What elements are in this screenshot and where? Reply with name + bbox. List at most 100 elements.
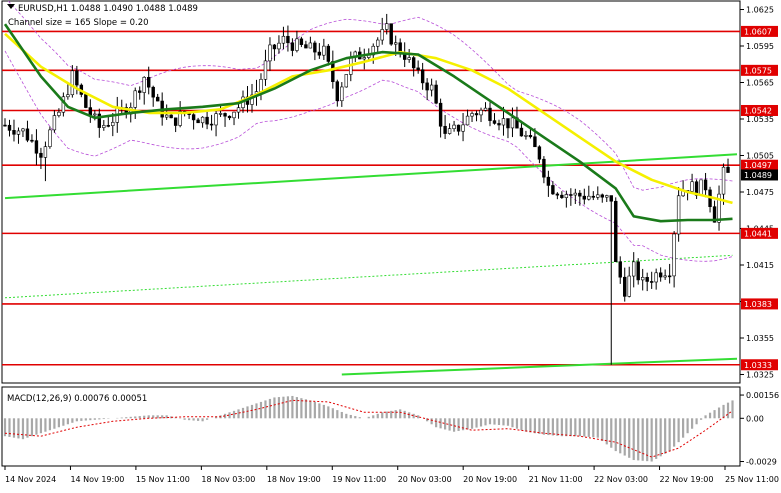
current-price-tag	[741, 169, 778, 181]
candle-body	[191, 114, 196, 121]
candle-body	[411, 57, 416, 69]
candle-body	[227, 115, 232, 119]
candle-body	[623, 276, 627, 297]
candle-body	[12, 130, 16, 135]
candle-body	[627, 275, 631, 297]
upper-band-line	[6, 0, 733, 191]
candle-body	[420, 69, 425, 84]
candle-body	[672, 233, 676, 277]
x-tick-label: 20 Nov 03:00	[398, 475, 452, 484]
candle-body	[569, 194, 573, 196]
candle-body	[39, 152, 43, 158]
channel-lower-line	[341, 357, 738, 376]
candle-body	[322, 45, 326, 56]
candle-body	[510, 117, 515, 129]
chart-title: EURUSD,H1 1.0488 1.0490 1.0488 1.0489	[18, 4, 198, 14]
candle-body	[326, 45, 331, 62]
candle-body	[133, 90, 137, 108]
candle-body	[281, 35, 286, 44]
candle-body	[93, 113, 97, 116]
candle-body	[385, 23, 389, 30]
y-tick-label: 1.0415	[746, 261, 774, 270]
candle-body	[295, 38, 299, 51]
candle-body	[205, 116, 209, 125]
candle-body	[465, 115, 470, 126]
candle-body	[142, 76, 146, 93]
macd-y-tick-label: -0.0029	[746, 458, 777, 467]
candle-body	[250, 94, 254, 105]
level-price-tag	[741, 64, 778, 76]
collapse-triangle-icon[interactable]	[7, 4, 15, 9]
candle-body	[286, 35, 290, 44]
level-price-label: 1.0333	[744, 361, 772, 370]
candle-body	[304, 44, 308, 49]
candle-body	[551, 185, 555, 195]
ma-yellow-line	[4, 32, 733, 205]
channel-info: Channel size = 165 Slope = 0.20	[8, 18, 149, 28]
candle-body	[690, 181, 694, 192]
candle-body	[483, 107, 488, 111]
candle-body	[340, 86, 344, 102]
x-tick-label: 22 Nov 03:00	[594, 475, 648, 484]
candle-body	[573, 192, 578, 196]
candle-body	[694, 181, 699, 196]
candle-body	[726, 166, 730, 173]
candle-body	[389, 23, 393, 45]
candle-body	[533, 136, 537, 148]
candle-body	[488, 107, 492, 121]
x-tick-label: 18 Nov 03:00	[201, 475, 255, 484]
candle-body	[506, 118, 510, 129]
macd-y-tick-label: 0.00156	[746, 391, 779, 400]
candle-body	[537, 146, 542, 160]
candle-body	[317, 51, 322, 56]
candle-body	[492, 120, 497, 124]
candle-body	[299, 38, 304, 45]
candle-body	[614, 200, 618, 263]
candle-body	[102, 125, 106, 128]
x-tick-label: 21 Nov 11:00	[529, 475, 583, 484]
candle-body	[654, 272, 658, 283]
candle-body	[169, 114, 173, 119]
current-price-label: 1.0489	[744, 171, 772, 180]
candle-body	[605, 195, 609, 198]
candle-body	[524, 135, 528, 137]
candle-body	[645, 277, 649, 282]
candle-body	[703, 179, 708, 191]
level-price-tag	[741, 227, 778, 239]
channel-mid-line	[4, 254, 733, 299]
candle-body	[618, 261, 622, 278]
candle-body	[214, 113, 218, 126]
candle-body	[164, 114, 169, 118]
candle-body	[429, 84, 434, 91]
candle-body	[362, 57, 366, 60]
candle-body	[564, 194, 569, 198]
candle-body	[407, 57, 411, 60]
level-price-label: 1.0607	[744, 27, 772, 36]
level-price-tag	[741, 159, 778, 171]
candle-body	[331, 61, 335, 82]
candle-body	[425, 82, 429, 91]
candle-body	[30, 139, 34, 142]
candle-body	[699, 179, 703, 196]
candle-body	[155, 96, 160, 102]
candle-body	[470, 113, 474, 117]
candle-body	[649, 281, 654, 283]
candle-body	[21, 128, 25, 132]
candle-body	[16, 130, 21, 135]
candle-body	[461, 124, 465, 132]
candle-body	[313, 42, 317, 53]
level-price-tag	[741, 104, 778, 116]
candle-body	[147, 76, 151, 88]
candle-body	[173, 117, 178, 126]
candle-body	[3, 124, 7, 127]
candle-body	[447, 128, 452, 134]
x-tick-label: 14 Nov 19:00	[70, 475, 124, 484]
candle-body	[712, 206, 717, 223]
y-tick-label: 1.0595	[746, 42, 774, 51]
candle-body	[501, 118, 506, 126]
level-price-label: 1.0497	[744, 161, 772, 170]
candle-body	[25, 128, 30, 141]
moving-averages	[3, 23, 733, 223]
candle-body	[376, 39, 380, 47]
